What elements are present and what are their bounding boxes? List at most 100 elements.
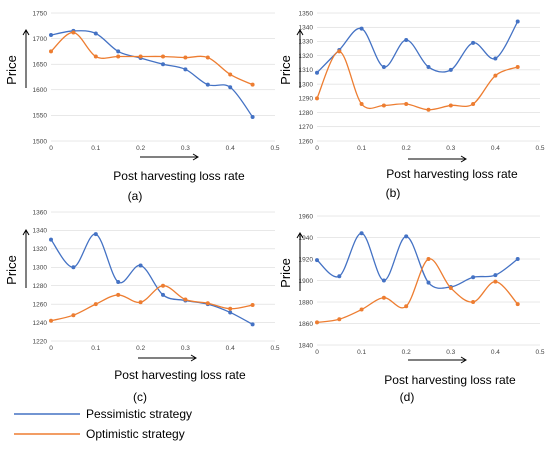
y-tick-label: 1360 <box>33 209 48 216</box>
series-line-pessimistic <box>50 30 254 118</box>
chart-panel-4: 1840 1860 1880 1900 1920 1940 1960 0 0.1 0.2 0.3 0.… <box>278 213 545 404</box>
x-axis-label: Post harvesting loss rate <box>384 373 516 387</box>
data-point-pessimistic <box>228 85 233 90</box>
x-tick-label: 0.5 <box>270 145 279 152</box>
data-point-optimistic <box>381 295 386 300</box>
data-point-pessimistic <box>493 273 498 278</box>
data-point-pessimistic <box>250 114 255 119</box>
data-point-optimistic <box>138 54 143 59</box>
data-point-pessimistic <box>161 292 165 297</box>
series-line-pessimistic <box>50 233 253 325</box>
data-point-pessimistic <box>381 278 386 283</box>
data-point-optimistic <box>250 303 255 308</box>
data-point-optimistic <box>448 286 453 291</box>
chart-panel-1: 1500 1550 1600 1650 1700 1750 0 0.1 0.2 0.3 0.4 0.5… <box>4 10 280 203</box>
data-point-optimistic <box>448 103 453 108</box>
x-tick-label: 0.5 <box>535 145 544 152</box>
x-tick-label: 0.5 <box>270 345 279 352</box>
data-point-optimistic <box>515 65 520 70</box>
data-point-optimistic <box>71 313 76 318</box>
data-point-optimistic <box>493 73 498 78</box>
data-point-optimistic <box>315 96 319 101</box>
data-point-pessimistic <box>471 275 476 280</box>
data-point-optimistic <box>116 292 121 297</box>
y-axis-label: Price <box>278 55 293 85</box>
y-tick-label: 1750 <box>33 10 48 17</box>
x-axis-label: Post harvesting loss rate <box>114 368 246 382</box>
data-point-pessimistic <box>138 263 143 268</box>
x-tick-label: 0.4 <box>226 345 235 352</box>
y-tick-label: 1320 <box>299 53 314 60</box>
data-point-optimistic <box>205 55 210 60</box>
y-axis-arrowhead <box>296 232 304 239</box>
y-tick-label: 1240 <box>33 320 48 327</box>
data-point-optimistic <box>471 102 476 107</box>
x-tick-label: 0.3 <box>446 349 455 356</box>
data-point-pessimistic <box>337 274 342 279</box>
y-tick-label: 1260 <box>33 301 48 308</box>
data-point-pessimistic <box>228 310 233 315</box>
data-point-optimistic <box>404 102 409 107</box>
data-point-optimistic <box>228 72 233 77</box>
data-point-optimistic <box>49 318 53 323</box>
x-tick-label: 0 <box>315 145 319 152</box>
data-point-optimistic <box>426 107 431 112</box>
y-tick-label: 1960 <box>299 213 314 220</box>
y-tick-label: 1280 <box>299 110 314 117</box>
y-tick-label: 1940 <box>299 235 314 242</box>
panel-caption: (d) <box>400 390 415 404</box>
x-tick-label: 0.2 <box>136 145 145 152</box>
data-point-optimistic <box>515 302 520 307</box>
data-point-optimistic <box>337 49 342 54</box>
data-point-pessimistic <box>426 65 431 70</box>
y-tick-label: 1860 <box>299 321 314 328</box>
panel-caption: (c) <box>133 390 147 404</box>
data-point-pessimistic <box>116 280 121 285</box>
series-line-optimistic <box>50 31 253 86</box>
x-tick-label: 0.2 <box>136 345 145 352</box>
data-point-optimistic <box>161 54 165 59</box>
data-point-optimistic <box>205 301 210 306</box>
data-point-optimistic <box>71 30 76 35</box>
data-point-optimistic <box>228 306 233 311</box>
data-point-optimistic <box>93 54 98 59</box>
data-point-optimistic <box>426 257 431 261</box>
y-tick-label: 1920 <box>299 256 314 263</box>
y-tick-label: 1340 <box>33 228 48 235</box>
data-point-pessimistic <box>381 65 386 70</box>
panel-caption: (b) <box>386 186 401 200</box>
x-tick-label: 0.5 <box>535 349 544 356</box>
x-axis-arrowhead <box>192 153 199 161</box>
x-tick-label: 0 <box>315 349 319 356</box>
data-point-optimistic <box>493 279 498 284</box>
series-line-optimistic <box>50 285 253 322</box>
data-point-pessimistic <box>205 82 210 87</box>
legend-label-pessimistic: Pessimistic strategy <box>86 407 192 421</box>
data-point-pessimistic <box>471 40 476 45</box>
y-tick-label: 1600 <box>33 87 48 94</box>
x-tick-label: 0.1 <box>91 145 100 152</box>
y-tick-label: 1840 <box>299 342 314 349</box>
data-point-pessimistic <box>49 33 53 38</box>
y-axis-arrowhead <box>296 29 304 36</box>
x-tick-label: 0.2 <box>402 145 411 152</box>
data-point-pessimistic <box>315 258 319 263</box>
data-point-optimistic <box>359 307 364 312</box>
y-axis-arrowhead <box>22 29 30 36</box>
y-tick-label: 1880 <box>299 299 314 306</box>
y-tick-label: 1500 <box>33 138 48 145</box>
x-tick-label: 0.1 <box>357 145 366 152</box>
x-axis-arrowhead <box>460 356 467 364</box>
y-tick-label: 1220 <box>33 338 48 345</box>
data-point-optimistic <box>183 55 188 60</box>
data-point-pessimistic <box>359 231 364 236</box>
data-point-pessimistic <box>404 234 409 239</box>
data-point-optimistic <box>381 103 386 108</box>
data-point-optimistic <box>183 297 188 302</box>
data-point-optimistic <box>49 49 53 54</box>
y-tick-label: 1340 <box>299 25 314 32</box>
data-point-optimistic <box>471 300 476 304</box>
data-point-optimistic <box>404 304 409 309</box>
data-point-pessimistic <box>315 70 319 75</box>
